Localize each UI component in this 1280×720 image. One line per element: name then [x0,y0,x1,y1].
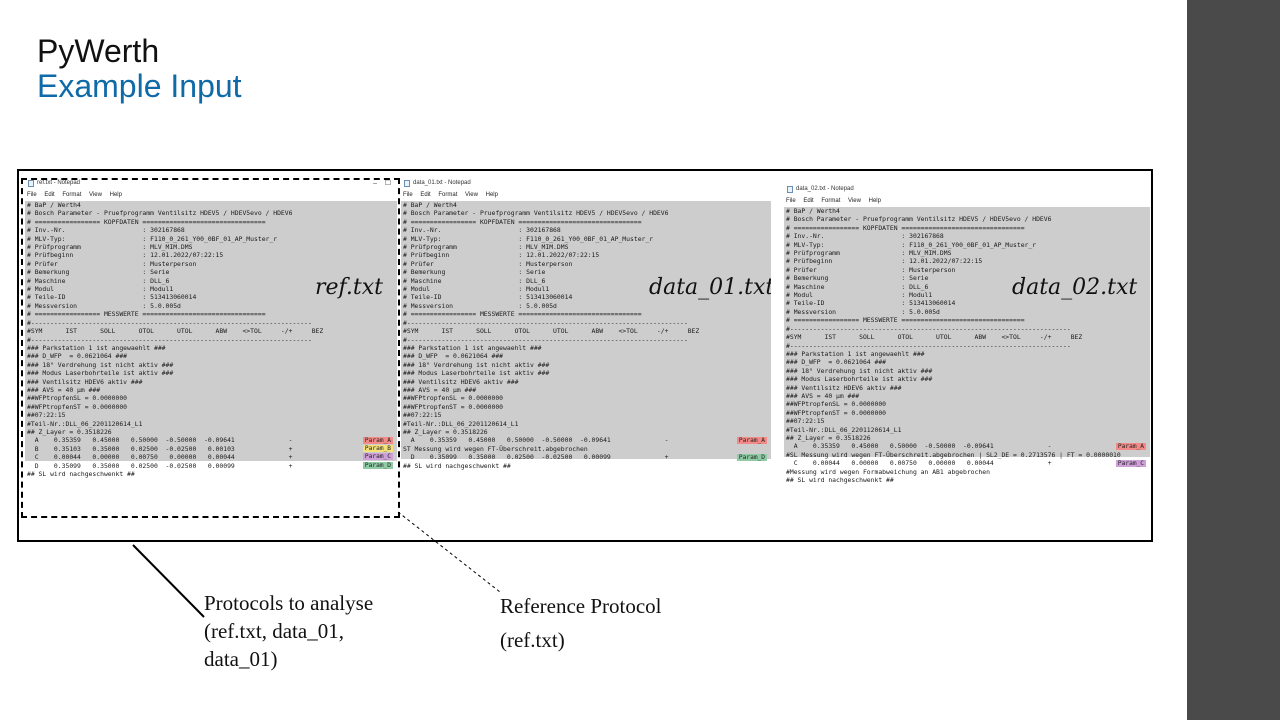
maximize-icon[interactable]: ☐ [384,180,391,187]
protocols-note-line: data_01) [204,647,278,671]
window-label: data_02.txt [1012,275,1138,300]
param-tag: Param_A [362,437,393,444]
window-titlebar[interactable]: data_02.txt - Notepad [784,183,1150,196]
protocols-callout-line [132,544,205,618]
reference-note-line: Reference Protocol [500,594,662,618]
param-tag: Param_A [736,437,767,444]
menu-help[interactable]: Help [868,198,881,204]
menu-format[interactable]: Format [62,192,82,198]
window-label: data_01.txt [649,275,771,300]
menu-bar: File Edit Format View Help [25,190,397,201]
menu-view[interactable]: View [89,192,102,198]
reference-note: Reference Protocol (ref.txt) [500,589,662,657]
param-tag: Param_C [362,453,393,460]
window-title: data_01.txt - Notepad [413,180,471,186]
menu-bar: File Edit Format View Help [784,196,1150,207]
menu-format[interactable]: Format [821,198,841,204]
protocols-note-line: (ref.txt, data_01, [204,619,344,643]
menu-help[interactable]: Help [109,192,122,198]
slide-title: PyWerth [37,33,160,69]
protocols-note: Protocols to analyse (ref.txt, data_01, … [204,589,373,673]
reference-callout-line [397,511,501,593]
menu-help[interactable]: Help [485,192,498,198]
window-titlebar[interactable]: ref.txt - Notepad – ☐ [25,177,397,190]
menu-file[interactable]: File [786,198,796,204]
param-tag: Param_D [736,454,767,461]
menu-edit[interactable]: Edit [44,192,55,198]
param-tag: Param_B [362,445,393,452]
selection-highlight [401,201,771,459]
window-label: ref.txt [315,275,383,300]
menu-view[interactable]: View [465,192,478,198]
selection-highlight [25,201,397,461]
param-tag: Param_D [362,462,393,469]
reference-highlight-box [21,178,400,518]
param-tag: Param_C [1115,460,1146,467]
protocols-note-line: Protocols to analyse [204,591,374,615]
text-editor-area[interactable]: # BaP / Werth4 # Bosch Parameter - Pruef… [401,201,771,523]
text-editor-area[interactable]: # BaP / Werth4 # Bosch Parameter - Pruef… [25,201,397,523]
window-titlebar[interactable]: data_01.txt - Notepad [401,177,771,190]
slide-subtitle: Example Input [37,68,242,104]
screenshot-frame: ref.txt - Notepad – ☐ File Edit Format V… [17,169,1153,542]
notepad-window-ref[interactable]: ref.txt - Notepad – ☐ File Edit Format V… [25,177,397,523]
right-sidebar-panel [1187,0,1280,720]
menu-edit[interactable]: Edit [803,198,814,204]
protocol-text[interactable]: # BaP / Werth4 # Bosch Parameter - Pruef… [403,201,700,470]
reference-note-line: (ref.txt) [500,628,565,652]
menu-file[interactable]: File [403,192,413,198]
menu-bar: File Edit Format View Help [401,190,771,201]
menu-edit[interactable]: Edit [420,192,431,198]
notepad-window-data02[interactable]: data_02.txt - Notepad File Edit Format V… [784,183,1150,523]
text-editor-area[interactable]: # BaP / Werth4 # Bosch Parameter - Pruef… [784,207,1150,523]
window-title: ref.txt - Notepad [37,180,81,186]
notepad-window-data01[interactable]: data_01.txt - Notepad File Edit Format V… [401,177,771,523]
minimize-icon[interactable]: – [373,180,377,187]
menu-view[interactable]: View [848,198,861,204]
param-tag: Param_A [1115,443,1146,450]
protocol-text[interactable]: # BaP / Werth4 # Bosch Parameter - Pruef… [786,207,1121,484]
window-title: data_02.txt - Notepad [796,186,854,192]
notepad-app-icon [404,180,410,187]
menu-file[interactable]: File [27,192,37,198]
notepad-app-icon [787,186,793,193]
menu-format[interactable]: Format [438,192,458,198]
selection-highlight [784,207,1150,457]
notepad-app-icon [28,180,34,187]
protocol-text[interactable]: # BaP / Werth4 # Bosch Parameter - Pruef… [27,201,324,478]
